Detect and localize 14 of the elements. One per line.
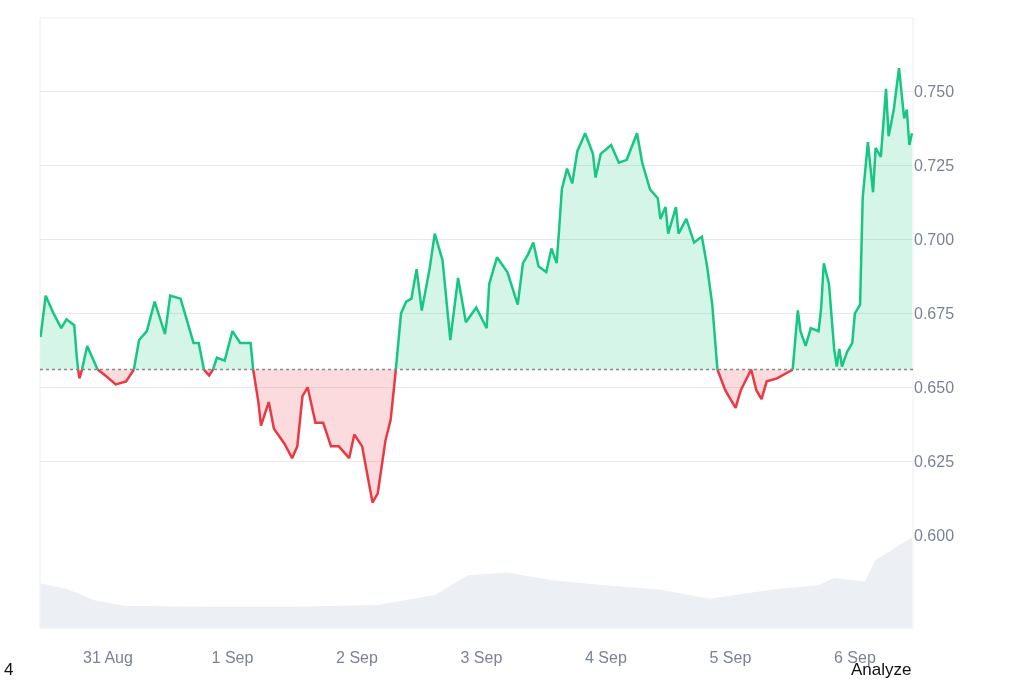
x-tick-label: 5 Sep — [709, 649, 752, 666]
y-tick-label: 0.725 — [914, 157, 955, 175]
y-tick-label: 0.600 — [914, 526, 955, 544]
y-tick-label: 0.675 — [914, 305, 955, 323]
y-tick-label: 0.625 — [914, 452, 955, 470]
x-tick-label: 31 Aug — [83, 649, 133, 666]
y-tick-label: 0.750 — [914, 83, 955, 101]
x-tick-label: 4 Sep — [585, 649, 627, 666]
text: 4 — [4, 660, 14, 679]
y-tick-label: 0.650 — [914, 378, 955, 396]
y-tick-label: 0.700 — [914, 231, 955, 249]
x-tick-label: 1 Sep — [211, 649, 254, 666]
x-tick-label: 2 Sep — [336, 649, 378, 666]
x-tick-label: 3 Sep — [460, 649, 503, 666]
